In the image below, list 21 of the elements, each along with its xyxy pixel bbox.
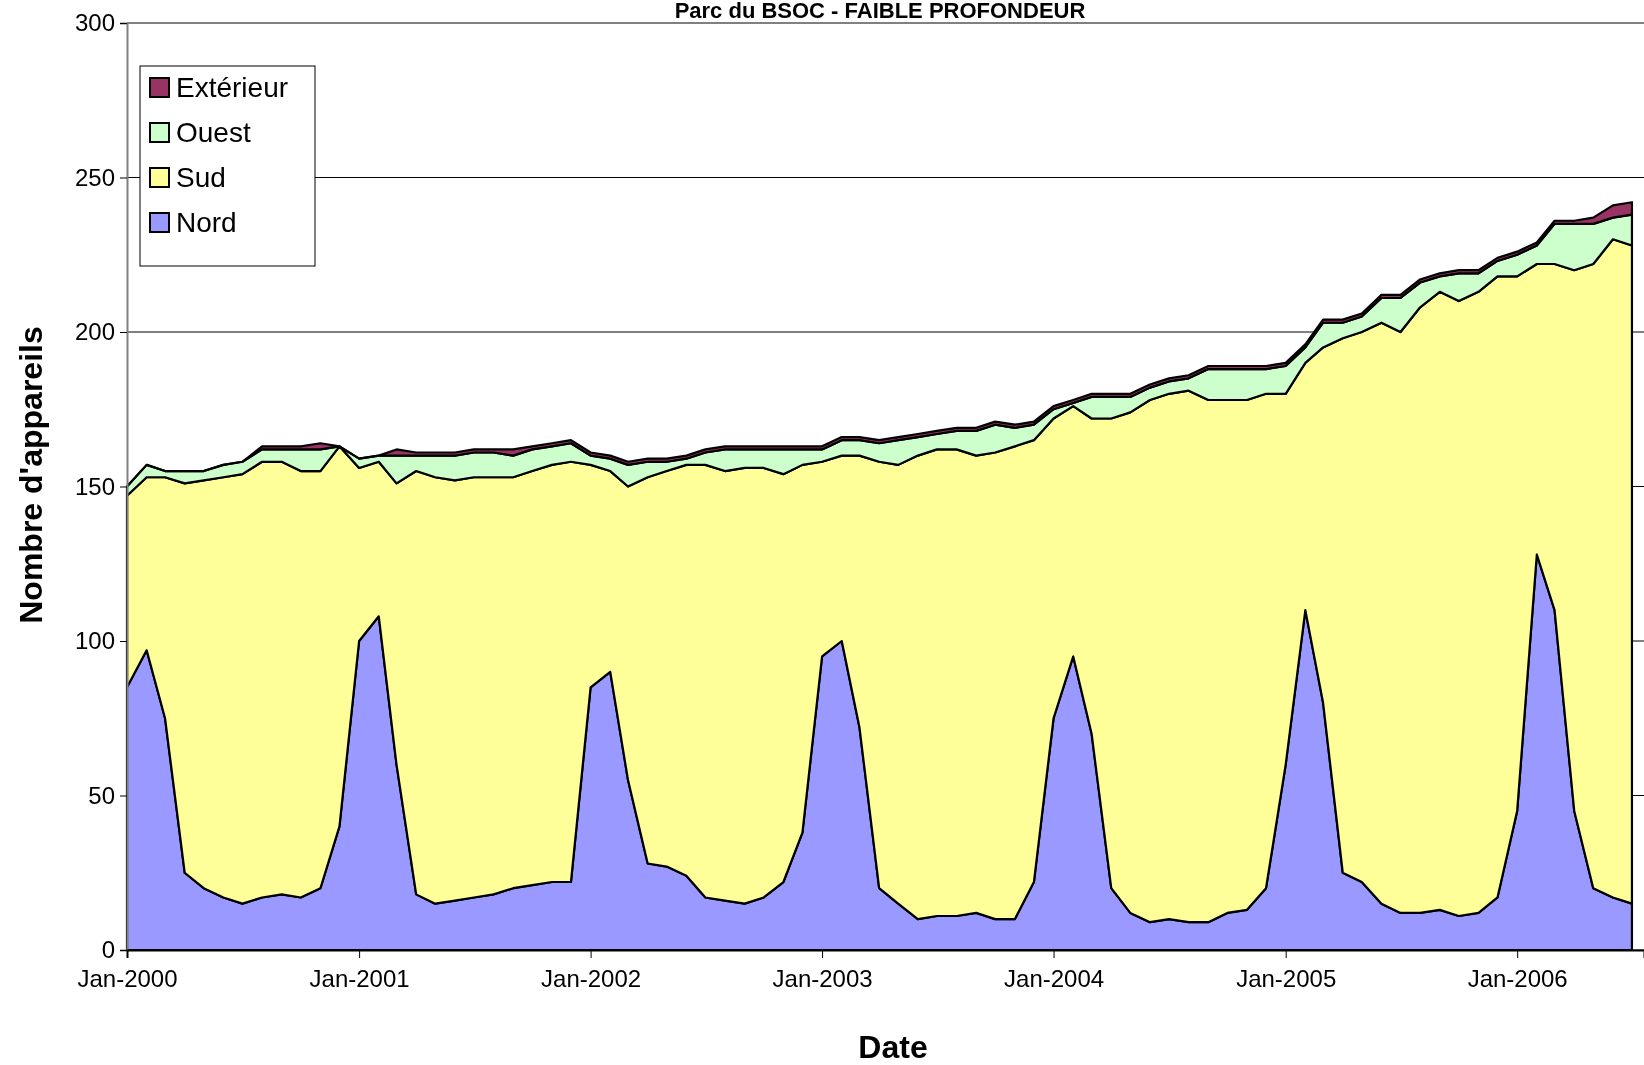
legend-label: Nord: [176, 207, 237, 238]
x-tick-label: Jan-2001: [309, 965, 410, 993]
y-axis-title: Nombre d'appareils: [13, 326, 49, 624]
legend-label: Ouest: [176, 117, 251, 148]
y-tick-label: 250: [74, 163, 115, 191]
y-tick-label: 100: [74, 627, 115, 655]
y-tick-label: 50: [88, 781, 115, 809]
legend-label: Extérieur: [176, 72, 289, 103]
x-tick-label: Jan-2002: [541, 965, 642, 993]
y-tick-label: 300: [74, 9, 115, 37]
chart-title: Parc du BSOC - FAIBLE PROFONDEUR: [674, 0, 1086, 23]
x-axis-title: Date: [858, 1029, 928, 1065]
x-tick-label: Jan-2003: [772, 965, 873, 993]
x-tick-label: Jan-2005: [1236, 965, 1337, 993]
y-tick-label: 200: [74, 318, 115, 346]
y-tick-label: 150: [74, 472, 115, 500]
x-tick-label: Jan-2000: [77, 965, 178, 993]
legend-label: Sud: [176, 162, 226, 193]
y-tick-label: 0: [101, 936, 115, 964]
x-tick-label: Jan-2004: [1004, 965, 1105, 993]
x-tick-label: Jan-2006: [1467, 965, 1568, 993]
